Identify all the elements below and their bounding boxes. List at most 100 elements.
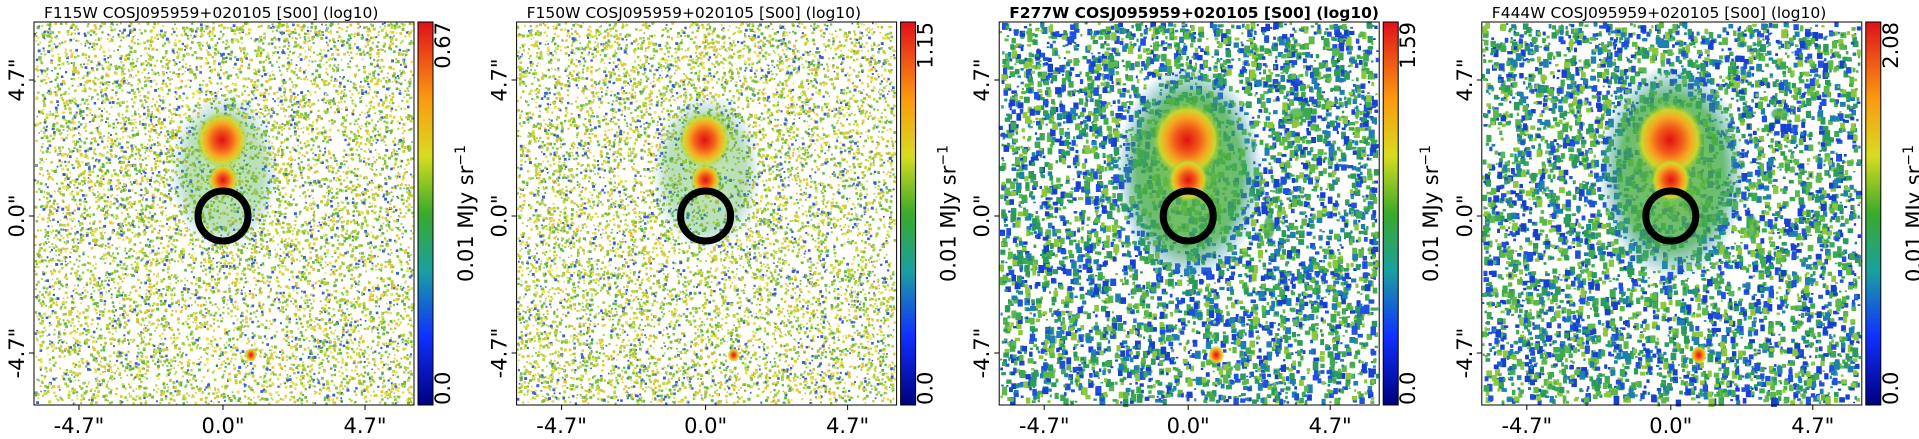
noise [193, 276, 196, 279]
noise [149, 283, 152, 286]
noise [334, 111, 337, 114]
noise [95, 311, 99, 315]
noise [234, 300, 237, 304]
noise [373, 246, 376, 249]
noise [343, 318, 347, 322]
noise [123, 277, 125, 280]
noise [271, 357, 275, 361]
noise [72, 217, 76, 220]
noise [401, 40, 404, 43]
noise [51, 113, 55, 116]
noise [352, 266, 355, 268]
noise [113, 314, 116, 317]
noise [358, 382, 362, 385]
noise [400, 194, 404, 198]
noise [400, 22, 403, 25]
noise [184, 307, 188, 310]
noise [369, 150, 372, 153]
noise [150, 166, 153, 169]
noise [350, 80, 353, 83]
noise [140, 216, 143, 218]
noise [201, 380, 203, 382]
noise [81, 291, 84, 294]
noise [150, 224, 153, 227]
noise [342, 333, 345, 337]
noise [248, 387, 252, 390]
noise [290, 163, 293, 165]
noise [339, 386, 341, 389]
noise [148, 205, 152, 209]
noise [206, 352, 209, 355]
noise [368, 295, 372, 299]
noise [164, 55, 167, 58]
noise [65, 49, 67, 51]
noise [46, 287, 49, 290]
noise [315, 345, 318, 348]
noise [335, 66, 338, 69]
noise [116, 200, 119, 203]
noise [183, 371, 187, 374]
noise [299, 67, 302, 69]
noise [334, 260, 337, 263]
noise [212, 257, 215, 260]
noise [38, 291, 41, 293]
noise [318, 339, 322, 343]
noise [285, 334, 289, 338]
noise [254, 348, 258, 352]
noise [56, 398, 58, 400]
noise [91, 117, 95, 121]
noise [46, 191, 49, 195]
noise [194, 75, 197, 77]
noise [40, 61, 44, 65]
noise [305, 151, 309, 155]
noise [122, 238, 125, 241]
noise [173, 294, 176, 296]
noise [326, 357, 328, 360]
noise [282, 187, 285, 190]
noise [350, 321, 353, 323]
noise [184, 284, 186, 286]
noise [394, 340, 397, 343]
noise [87, 147, 91, 151]
noise [258, 349, 262, 353]
noise [338, 26, 341, 29]
noise [317, 353, 319, 356]
noise [392, 140, 395, 143]
noise [40, 79, 43, 83]
noise [283, 186, 286, 189]
noise [145, 355, 149, 359]
noise [289, 32, 292, 36]
noise [394, 374, 397, 376]
noise [335, 278, 338, 282]
noise [383, 248, 387, 251]
noise [264, 353, 267, 356]
noise [397, 237, 401, 240]
noise [190, 69, 193, 72]
noise [369, 241, 373, 244]
noise [166, 288, 169, 292]
noise [340, 309, 344, 313]
noise [284, 334, 286, 337]
noise [275, 400, 279, 404]
noise [119, 203, 123, 206]
noise [377, 73, 380, 76]
noise [373, 198, 377, 202]
noise [213, 370, 215, 372]
noise [89, 147, 93, 151]
noise [289, 94, 293, 98]
noise [178, 347, 181, 350]
noise [281, 64, 285, 68]
noise [314, 91, 317, 94]
noise [281, 150, 284, 154]
noise [220, 68, 223, 71]
noise [53, 131, 56, 134]
noise [206, 41, 208, 44]
noise [126, 100, 129, 103]
noise [328, 321, 331, 325]
noise [83, 170, 86, 173]
noise [176, 225, 180, 228]
noise [49, 368, 52, 372]
noise [41, 32, 44, 36]
noise [312, 157, 315, 160]
noise [317, 154, 321, 157]
